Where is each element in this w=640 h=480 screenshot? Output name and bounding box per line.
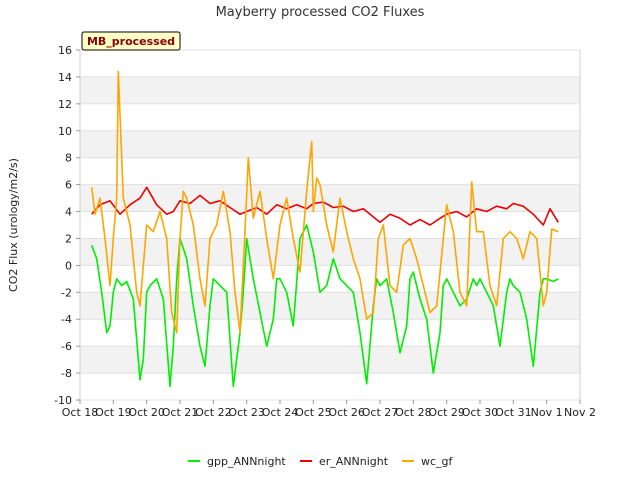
x-tick-label: Oct 27 — [362, 406, 399, 419]
series-line-gpp-annnight — [90, 224, 559, 388]
y-tick-label: 4 — [65, 206, 72, 219]
plot-band — [80, 184, 580, 212]
y-tick-label: 10 — [58, 125, 72, 138]
legend-label: gpp_ANNnight — [207, 455, 286, 468]
legend-item: wc_gf — [402, 455, 454, 468]
plot-band — [80, 76, 580, 104]
y-axis-ticks: -10 -8 -6 -4 -2 0 2 4 6 8 10 12 14 16 — [54, 44, 80, 407]
x-tick-label: Oct 25 — [295, 406, 332, 419]
x-tick-label: Oct 23 — [228, 406, 265, 419]
y-axis-label: CO2 Flux (urology/m2/s) — [7, 158, 20, 292]
y-tick-label: -8 — [61, 367, 72, 380]
legend: gpp_ANNnight er_ANNnight wc_gf — [188, 455, 454, 468]
y-tick-label: 14 — [58, 71, 72, 84]
y-tick-label: -10 — [54, 394, 72, 407]
y-tick-label: -2 — [61, 286, 72, 299]
x-tick-label: Oct 18 — [62, 406, 99, 419]
x-tick-label: Oct 30 — [462, 406, 499, 419]
series-line-wc-gf — [90, 70, 559, 334]
x-tick-label: Oct 19 — [95, 406, 132, 419]
y-tick-label: 16 — [58, 44, 72, 57]
chart-title: Mayberry processed CO2 Fluxes — [216, 5, 425, 20]
plot-band — [80, 346, 580, 374]
y-tick-label: 12 — [58, 98, 72, 111]
y-tick-label: 8 — [65, 152, 72, 165]
x-tick-label: Nov 2 — [564, 406, 596, 419]
plot-band — [80, 238, 580, 266]
y-tick-label: -4 — [61, 313, 72, 326]
x-tick-label: Oct 26 — [328, 406, 365, 419]
badge-box — [81, 31, 181, 51]
y-tick-label: 6 — [65, 179, 72, 192]
x-tick-label: Nov 1 — [531, 406, 563, 419]
x-tick-label: Oct 20 — [128, 406, 165, 419]
gridlines — [80, 49, 580, 401]
x-tick-label: Oct 22 — [195, 406, 232, 419]
y-tick-label: -6 — [61, 340, 72, 353]
y-tick-label: 0 — [65, 259, 72, 272]
x-tick-label: Oct 21 — [162, 406, 199, 419]
plot-band — [80, 130, 580, 158]
series-lines — [90, 70, 559, 388]
legend-label: er_ANNnight — [319, 455, 389, 468]
x-tick-label: Oct 29 — [428, 406, 465, 419]
x-tick-label: Oct 24 — [262, 406, 299, 419]
badge-text: MB_processed — [87, 35, 175, 48]
plot-bands — [80, 76, 580, 374]
y-tick-label: 2 — [65, 232, 72, 245]
x-tick-label: Oct 28 — [395, 406, 432, 419]
legend-item: er_ANNnight — [300, 455, 389, 468]
badge: MB_processed — [81, 31, 181, 51]
legend-item: gpp_ANNnight — [188, 455, 286, 468]
legend-label: wc_gf — [421, 455, 454, 468]
x-tick-label: Oct 31 — [495, 406, 532, 419]
